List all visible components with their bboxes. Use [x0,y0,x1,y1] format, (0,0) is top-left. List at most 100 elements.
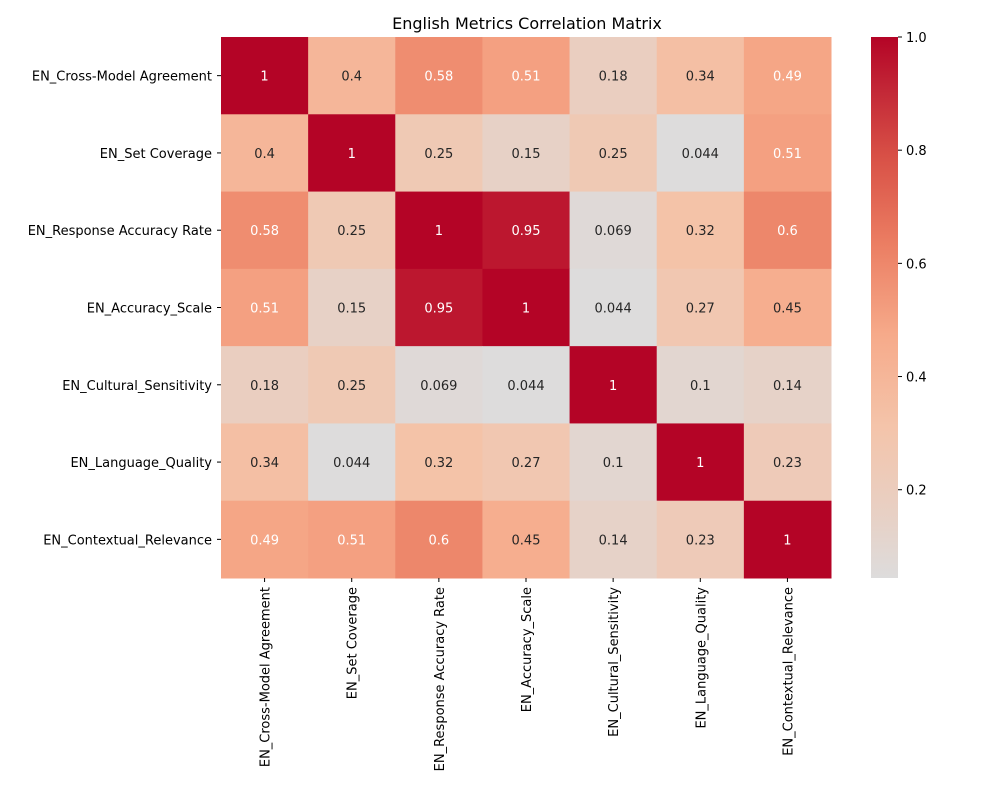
heatmap-cell [656,500,745,579]
heatmap-cell [308,346,396,424]
cell-value-label: 0.49 [250,533,279,548]
heatmap-cell [482,346,571,424]
cell-value-label: 0.51 [773,147,802,162]
x-tick-label: EN_Response Accuracy Rate [433,587,448,771]
heatmap-cell [482,37,571,115]
heatmap-cell [569,268,658,347]
cell-value-label: 1 [783,533,791,548]
heatmap-cell [482,114,571,193]
heatmap-cell [308,191,396,270]
cell-value-label: 0.25 [599,147,628,162]
cell-value-label: 0.069 [420,379,457,394]
heatmap-cell [395,114,483,193]
heatmap-cell [482,500,571,579]
cell-value-label: 0.1 [690,379,711,394]
colorbar-tick-label: 0.4 [906,371,927,386]
cell-value-label: 0.14 [599,533,628,548]
cell-value-label: 0.95 [512,224,541,239]
heatmap-cell [308,500,396,579]
heatmap-cell [743,346,832,424]
heatmap-cell [395,191,483,270]
cell-value-label: 0.15 [512,147,541,162]
y-axis: EN_Cross-Model Agreement EN_Set Coverage E… [28,70,221,548]
heatmap-cell [743,268,832,347]
cell-value-label: 0.4 [341,70,362,85]
heatmap-cell [569,114,658,193]
heatmap-cell [569,423,658,502]
heatmap-cell [221,268,309,347]
heatmap-cell [743,423,832,502]
heatmap-cell [656,423,745,502]
colorbar-tick-label: 0.6 [906,257,927,272]
cell-value-label: 0.34 [250,456,279,471]
cell-value-label: 0.4 [254,147,275,162]
x-tick-label: EN_Accuracy_Scale [520,587,535,712]
colorbar-tick-label: 0.8 [906,144,927,159]
heatmap-cell [743,500,832,579]
cell-value-label: 0.069 [595,224,632,239]
cell-value-label: 0.23 [686,533,715,548]
heatmap-cell [395,423,483,502]
heatmap-cell [395,500,483,579]
heatmap-cell [569,191,658,270]
cell-value-label: 0.25 [424,147,453,162]
x-tick-label: EN_Contextual_Relevance [781,587,796,756]
y-tick-label: EN_Language_Quality [70,456,212,471]
heatmap-cell [656,268,745,347]
heatmap-cell [569,346,658,424]
cell-value-label: 0.1 [603,456,624,471]
cell-value-label: 0.14 [773,379,802,394]
colorbar-gradient [871,37,898,578]
cell-value-label: 1 [435,224,443,239]
heatmap-cell [656,346,745,424]
cell-value-label: 0.044 [507,379,544,394]
cell-value-label: 0.51 [250,302,279,317]
cell-value-label: 0.58 [424,70,453,85]
cell-value-label: 0.34 [686,70,715,85]
cell-value-label: 0.25 [337,379,366,394]
cell-value-label: 0.27 [512,456,541,471]
heatmap-cell [656,37,745,115]
y-tick-label: EN_Contextual_Relevance [43,533,212,548]
heatmap-cell [656,114,745,193]
cell-value-label: 0.27 [686,302,715,317]
y-tick-label: EN_Accuracy_Scale [87,302,212,317]
cell-value-label: 0.6 [429,533,450,548]
cell-value-label: 0.45 [512,533,541,548]
y-tick-label: EN_Response Accuracy Rate [28,224,212,239]
heatmap-cell [395,37,483,115]
y-tick-label: EN_Set Coverage [100,147,212,162]
heatmap-cell [308,268,396,347]
heatmap-cell [743,114,832,193]
cell-value-label: 0.6 [777,224,798,239]
cell-value-label: 0.23 [773,456,802,471]
cell-value-label: 0.18 [250,379,279,394]
cell-value-label: 0.51 [512,70,541,85]
y-tick-label: EN_Cross-Model Agreement [32,70,212,85]
heatmap-cell [221,114,309,193]
cell-value-label: 1 [609,379,617,394]
x-axis: EN_Cross-Model Agreement EN_Set Coverage E… [259,578,796,771]
heatmap-cell [221,37,309,115]
cell-value-label: 0.49 [773,70,802,85]
heatmap-cell [221,500,309,579]
cell-value-label: 0.044 [682,147,719,162]
cell-value-label: 0.32 [686,224,715,239]
colorbar-tick-label: 1.0 [906,31,927,46]
cell-value-label: 0.15 [337,302,366,317]
colorbar-tick-label: 0.2 [906,484,927,499]
chart-title: English Metrics Correlation Matrix [392,14,662,33]
heatmap-cells: 1 0.4 0.58 0.51 0.18 0.34 0.49 0.4 1 0.25 0.15 0.25… [221,37,832,579]
heatmap-cell [395,268,483,347]
x-tick-label: EN_Cross-Model Agreement [259,587,274,767]
cell-value-label: 1 [260,70,268,85]
heatmap-cell [221,191,309,270]
cell-value-label: 0.58 [250,224,279,239]
cell-value-label: 1 [522,302,530,317]
cell-value-label: 0.044 [333,456,370,471]
heatmap-cell [308,37,396,115]
cell-value-label: 0.32 [424,456,453,471]
cell-value-label: 0.25 [337,224,366,239]
heatmap-cell [569,37,658,115]
